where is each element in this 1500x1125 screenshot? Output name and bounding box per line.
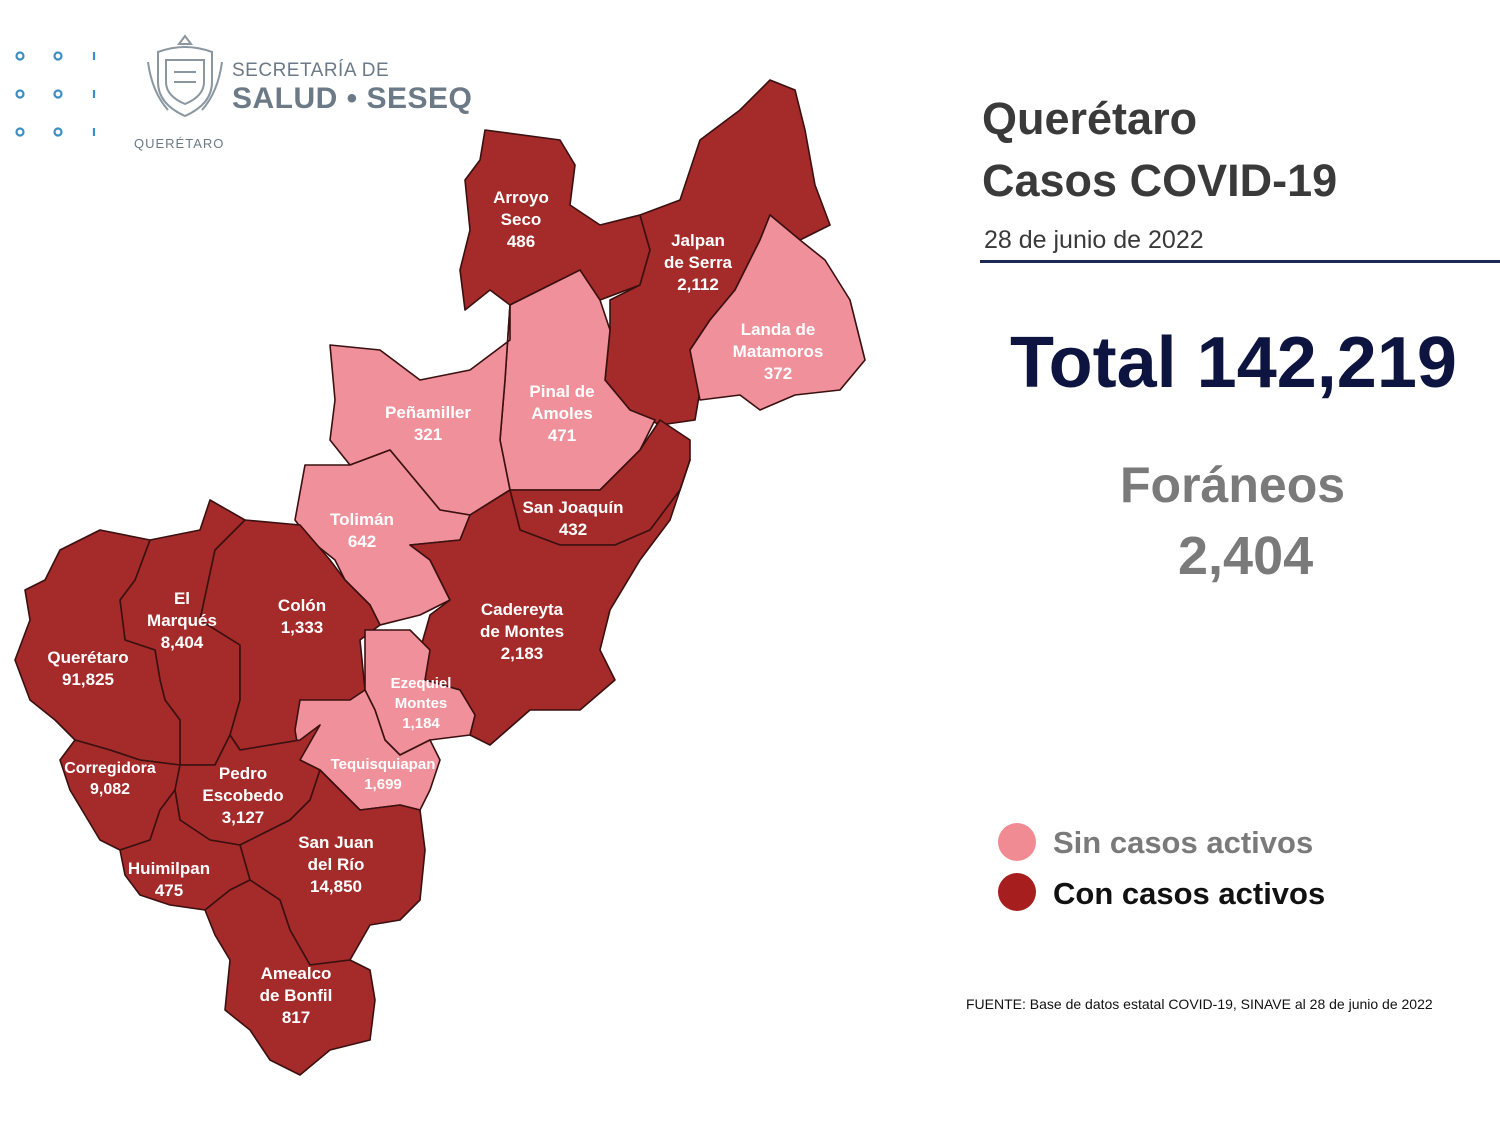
date-divider [980,260,1500,263]
legend-dot-inactive [998,823,1036,861]
label-penamiller-line: 321 [414,425,442,444]
label-pedro-escobedo: Pedro Escobedo 3,127 [202,764,283,827]
label-corregidora-line: Corregidora [64,760,156,777]
foraneos-value: 2,404 [1178,526,1314,586]
label-corregidora-line: 9,082 [90,781,130,798]
label-el-marques-line: El [174,589,190,608]
label-huimilpan: Huimilpan 475 [128,859,210,900]
label-pinal-line: Amoles [531,404,592,423]
label-landa: Landa de Matamoros 372 [733,320,824,383]
logo-secretaria-text: SECRETARÍA DE [232,60,390,81]
label-jalpan: Jalpan de Serra 2,112 [664,231,733,294]
label-san-juan-line: del Río [308,855,365,874]
label-jalpan-line: Jalpan [671,231,725,250]
region-cadereyta [409,459,691,746]
queretaro-covid-map: Arroyo Seco 486 Jalpan de Serra 2,112 Landa de… [14,79,866,1076]
label-tequisquiapan-line: Tequisquiapan [331,756,436,773]
label-pedro-escobedo-line: Pedro [219,764,267,783]
label-ezequiel-line: Ezequiel [391,675,452,692]
coat-of-arms-icon [147,34,223,118]
label-jalpan-line: 2,112 [677,275,719,294]
total-cases: Total 142,219 [1010,323,1457,403]
label-toliman-line: 642 [348,532,376,551]
seseq-logo: SECRETARÍA DE SALUD • SESEQ QUERÉTARO [132,32,472,151]
label-huimilpan-line: 475 [155,881,183,900]
label-colon-line: 1,333 [281,618,324,637]
label-ezequiel: Ezequiel Montes 1,184 [391,675,452,732]
label-queretaro: Querétaro 91,825 [47,648,128,689]
region-landa [689,214,866,411]
label-penamiller: Peñamiller 321 [385,403,471,444]
legend-label-active: Con casos activos [1053,876,1326,911]
label-tequisquiapan-line: 1,699 [364,776,402,793]
report-date: 28 de junio de 2022 [984,226,1204,254]
label-pedro-escobedo-line: 3,127 [222,808,265,827]
decorative-dots [15,51,96,137]
foraneos-label: Foráneos [1120,457,1346,513]
label-cadereyta: Cadereyta de Montes 2,183 [480,600,564,663]
legend-dot-active [998,873,1036,911]
label-ezequiel-line: 1,184 [402,715,440,732]
label-toliman: Tolimán 642 [330,510,394,551]
title-line-1: Querétaro [982,93,1198,144]
label-arroyo-seco: Arroyo Seco 486 [493,188,549,251]
label-landa-line: 372 [764,364,792,383]
title-line-2: Casos COVID-19 [982,155,1338,206]
label-amealco: Amealco de Bonfil 817 [260,964,333,1027]
label-colon: Colón 1,333 [278,596,326,637]
label-tequisquiapan: Tequisquiapan 1,699 [331,756,436,793]
label-queretaro-line: 91,825 [62,670,114,689]
label-el-marques-line: Marqués [147,611,217,630]
label-corregidora: Corregidora 9,082 [64,760,156,798]
label-arroyo-seco-line: 486 [507,232,535,251]
label-amealco-line: 817 [282,1008,310,1027]
label-arroyo-seco-line: Seco [501,210,542,229]
label-san-juan-line: 14,850 [310,877,362,896]
label-amealco-line: de Bonfil [260,986,333,1005]
label-san-juan-line: San Juan [298,833,374,852]
region-huimilpan [119,789,251,911]
label-toliman-line: Tolimán [330,510,394,529]
label-jalpan-line: de Serra [664,253,733,272]
label-pinal-line: 471 [548,426,576,445]
label-san-juan: San Juan del Río 14,850 [298,833,374,896]
label-colon-line: Colón [278,596,326,615]
map-title: Querétaro Casos COVID-19 [982,88,1337,212]
label-queretaro-line: Querétaro [47,648,128,667]
label-pedro-escobedo-line: Escobedo [202,786,283,805]
label-san-joaquin-line: 432 [559,520,587,539]
logo-seseq-text: SALUD • SESEQ [232,82,473,115]
label-amealco-line: Amealco [261,964,332,983]
label-ezequiel-line: Montes [395,695,448,712]
source-note: FUENTE: Base de datos estatal COVID-19, … [966,996,1433,1012]
logo-queretaro-text: QUERÉTARO [134,136,225,151]
region-penamiller [329,304,511,516]
label-cadereyta-line: Cadereyta [481,600,564,619]
label-cadereyta-line: 2,183 [501,644,544,663]
label-el-marques-line: 8,404 [161,633,204,652]
label-penamiller-line: Peñamiller [385,403,471,422]
label-san-joaquin: San Joaquín 432 [522,498,623,539]
region-amealco [204,879,376,1076]
label-arroyo-seco-line: Arroyo [493,188,549,207]
label-el-marques: El Marqués 8,404 [147,589,217,652]
label-huimilpan-line: Huimilpan [128,859,210,878]
label-pinal: Pinal de Amoles 471 [529,382,594,445]
label-cadereyta-line: de Montes [480,622,564,641]
label-pinal-line: Pinal de [529,382,594,401]
label-san-joaquin-line: San Joaquín [522,498,623,517]
label-landa-line: Landa de [741,320,816,339]
label-landa-line: Matamoros [733,342,824,361]
legend-label-inactive: Sin casos activos [1053,825,1314,860]
